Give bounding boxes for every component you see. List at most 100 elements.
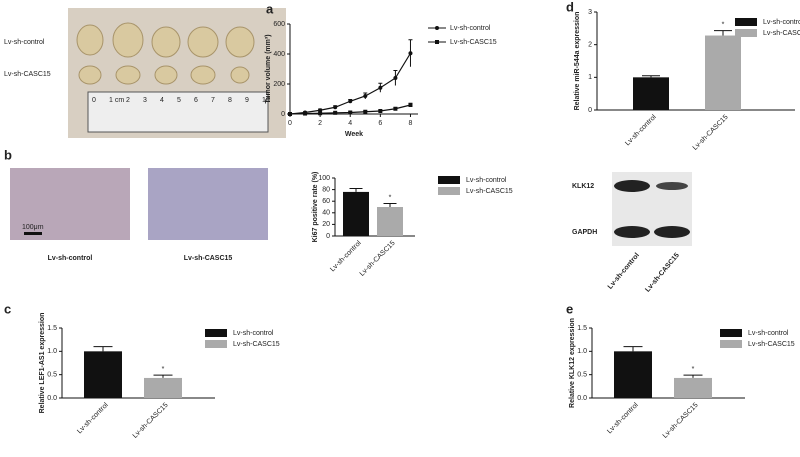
scale-label: 100μm [22, 224, 44, 231]
panel-label: c [4, 301, 11, 316]
legend-marker [435, 26, 439, 30]
bar [343, 191, 369, 236]
y-tick-label: 0.0 [47, 395, 57, 402]
legend-label: Lv-sh-control [466, 177, 507, 184]
y-tick-label: 100 [318, 175, 330, 182]
x-tick-label: Lv-sh-CASC15 [692, 114, 730, 152]
x-tick-label: Lv-sh-CASC15 [359, 240, 397, 278]
error-bar [623, 346, 643, 352]
point [363, 94, 368, 98]
y-tick-label: 0.5 [577, 372, 587, 379]
y-tick-label: 60 [322, 198, 330, 205]
y-axis-label: Relative miR-544a expression [574, 12, 581, 111]
point [378, 85, 383, 90]
band [656, 182, 688, 190]
ruler-label: 3 [143, 97, 147, 104]
y-axis-label: Relative KLK12 expression [569, 318, 576, 408]
point [393, 76, 398, 80]
lane-label: Lv-sh-CASC15 [644, 252, 681, 294]
y-tick-label: 1.0 [577, 348, 587, 355]
legend-label: Lv-sh-control [233, 330, 274, 337]
scale-bar [24, 232, 42, 235]
x-tick-label: Lv-sh-control [606, 401, 640, 435]
x-tick-label: Lv-sh-control [624, 113, 658, 147]
legend-swatch [735, 29, 757, 37]
y-tick-label: 0.0 [577, 395, 587, 402]
ruler-label: 4 [160, 97, 164, 104]
y-tick-label: 80 [322, 186, 330, 193]
legend-label: Lv-sh-CASC15 [763, 30, 800, 37]
point [348, 99, 353, 104]
ruler-label: 6 [194, 97, 198, 104]
legend-label: Lv-sh-CASC15 [748, 341, 795, 348]
ihc-image-control [10, 168, 130, 240]
legend-label: Lv-sh-control [450, 25, 491, 32]
x-axis-label: Week [345, 131, 363, 138]
line [289, 52, 411, 115]
ruler-label: 5 [177, 97, 181, 104]
error-bar [683, 374, 703, 378]
point [408, 103, 413, 107]
annotation: * [389, 194, 392, 201]
legend-label: Lv-sh-control [748, 330, 789, 337]
y-tick-label: 0.5 [47, 372, 57, 379]
legend-label: Lv-sh-CASC15 [450, 39, 497, 46]
x-tick-label: 8 [409, 120, 413, 127]
legend-swatch [205, 329, 227, 337]
bar [674, 377, 712, 398]
y-tick-label: 1.5 [577, 325, 587, 332]
y-tick-label: 1 [588, 74, 592, 81]
group-label: Lv-sh-CASC15 [184, 255, 233, 262]
bar [84, 351, 122, 398]
band [614, 180, 650, 192]
panel-label: e [566, 301, 573, 316]
row-label: Lv-sh-CASC15 [4, 71, 51, 78]
legend-swatch [735, 18, 757, 26]
panel-label: a [266, 1, 274, 16]
x-tick-label: 4 [348, 120, 352, 127]
row-label: Lv-sh-control [4, 39, 45, 46]
bar [614, 351, 652, 398]
point [348, 110, 353, 115]
bar [377, 207, 403, 236]
bar [144, 377, 182, 398]
ruler-label: 10 [262, 97, 270, 104]
y-tick-label: 2 [588, 42, 592, 49]
x-tick-label: Lv-sh-CASC15 [132, 402, 170, 440]
error-bar [93, 346, 113, 352]
ruler-label: 2 [126, 97, 130, 104]
panel-label: b [4, 147, 12, 162]
x-tick-label: 0 [288, 120, 292, 127]
y-tick-label: 1.5 [47, 325, 57, 332]
tumors [76, 22, 255, 85]
y-tick-label: 400 [273, 51, 285, 58]
x-tick-label: Lv-sh-control [76, 401, 110, 435]
legend-swatch [720, 340, 742, 348]
error-bar [714, 30, 732, 36]
band-label: GAPDH [572, 229, 597, 236]
y-axis-label: Tumor volume (mm³) [265, 34, 272, 103]
point [363, 109, 368, 114]
legend-swatch [438, 176, 460, 184]
ruler-label: 0 [92, 97, 96, 104]
legend-label: Lv-sh-CASC15 [466, 188, 513, 195]
annotation: * [692, 366, 695, 373]
error-bar [642, 75, 660, 78]
y-tick-label: 0 [588, 107, 592, 114]
y-tick-label: 20 [322, 221, 330, 228]
axes [596, 12, 795, 111]
band-label: KLK12 [572, 183, 594, 190]
x-tick-label: Lv-sh-control [329, 239, 363, 273]
y-tick-label: 3 [588, 9, 592, 16]
y-tick-label: 40 [322, 210, 330, 217]
legend-swatch [205, 340, 227, 348]
legend-label: Lv-sh-control [763, 19, 800, 26]
y-axis-label: Relative LEF1-AS1 expression [39, 313, 46, 414]
point [393, 106, 398, 111]
y-axis-label: Ki67 positive rate (%) [312, 172, 319, 243]
ruler [87, 91, 269, 133]
legend-marker [435, 40, 439, 44]
y-tick-label: 0 [326, 233, 330, 240]
bar [705, 35, 741, 110]
